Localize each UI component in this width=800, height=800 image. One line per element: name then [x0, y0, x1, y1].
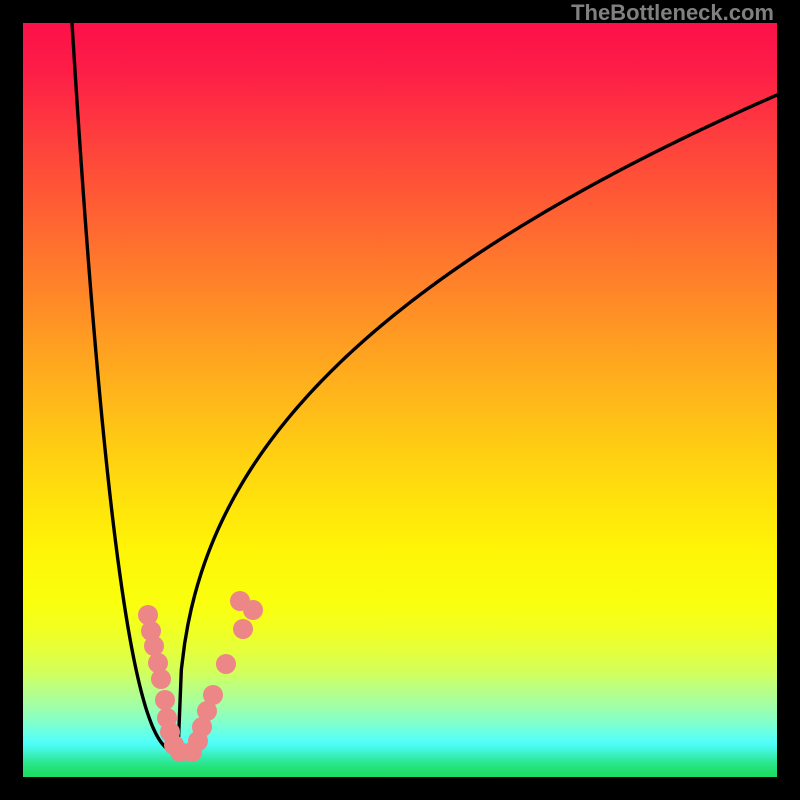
- chart-container: TheBottleneck.com: [0, 0, 800, 800]
- watermark-label: TheBottleneck.com: [571, 0, 774, 26]
- outer-frame: [0, 0, 800, 800]
